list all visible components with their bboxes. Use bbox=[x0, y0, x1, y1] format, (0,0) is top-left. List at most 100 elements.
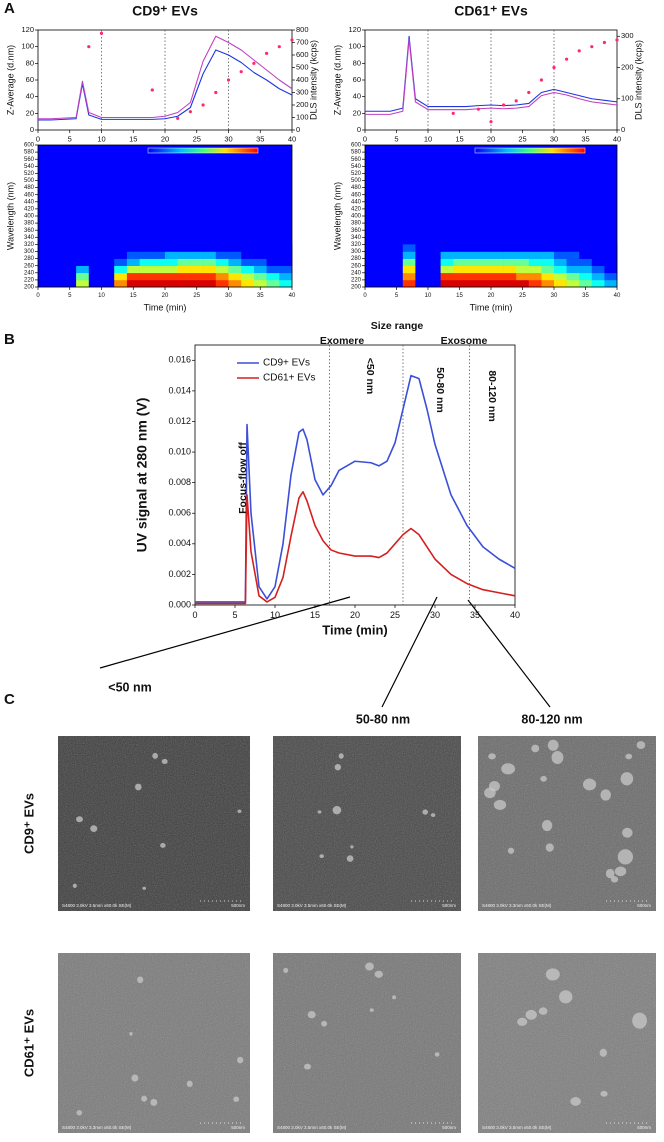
heatmap-cell bbox=[215, 265, 229, 274]
heatmap-cell bbox=[365, 244, 378, 252]
heatmap-cell bbox=[152, 272, 166, 281]
particle bbox=[547, 739, 559, 751]
heatmap-cell bbox=[279, 258, 293, 266]
y-tick-label: 460 bbox=[351, 192, 362, 198]
heatmap-cell bbox=[228, 258, 242, 266]
heatmap-cell bbox=[177, 251, 191, 259]
particle bbox=[319, 854, 325, 859]
particle bbox=[551, 750, 564, 765]
particle bbox=[540, 775, 547, 782]
heatmap-cell bbox=[253, 279, 267, 288]
x-tick-label: 0 bbox=[192, 610, 197, 620]
heatmap-cell bbox=[591, 265, 605, 274]
content: 0 5 10 15 20 25 30 35 40020406080100120010020030… bbox=[5, 3, 656, 1133]
image-caption: S4800 3.0kV 3.3mm x60.0k SE(M) bbox=[482, 903, 552, 908]
panel-label: A bbox=[4, 0, 15, 17]
x-tick-label: 10 bbox=[98, 293, 105, 299]
image-caption: S4800 3.0kV 3.5mm x60.0k SE(M) bbox=[277, 1125, 347, 1130]
heatmap-cell bbox=[516, 244, 530, 252]
y2-axis-title: DLS intensity (kcps) bbox=[308, 40, 318, 120]
heatmap-cell bbox=[139, 258, 153, 266]
y2-tick-label: 100 bbox=[621, 94, 634, 103]
heatmap-cell bbox=[279, 279, 293, 288]
heatmap-cell bbox=[503, 279, 517, 288]
data-line bbox=[365, 38, 618, 115]
heatmap-cell bbox=[390, 279, 404, 288]
x-axis-title: Time (min) bbox=[470, 302, 513, 312]
scale-label: 500nm bbox=[231, 903, 245, 908]
heatmap-cell bbox=[478, 258, 492, 266]
connector bbox=[99, 596, 351, 669]
heatmap-cell bbox=[126, 279, 140, 288]
heatmap-cell bbox=[566, 251, 580, 259]
y-tick-label: 20 bbox=[353, 108, 361, 117]
heatmap-cell bbox=[190, 258, 204, 266]
heatmap-cell bbox=[101, 258, 115, 266]
heatmap-cell bbox=[139, 279, 153, 288]
heatmap-cell bbox=[465, 251, 479, 259]
heatmap-cell bbox=[453, 272, 467, 281]
particle bbox=[365, 962, 374, 971]
x-tick-label: 25 bbox=[193, 134, 201, 143]
particle bbox=[137, 976, 144, 984]
particle bbox=[332, 806, 342, 815]
x-tick-label: 35 bbox=[581, 134, 589, 143]
heatmap-cell bbox=[453, 244, 467, 252]
scale-label: 500nm bbox=[231, 1125, 245, 1130]
heatmap-cell bbox=[88, 272, 102, 281]
y-axis-title: Wavelength (nm) bbox=[5, 182, 15, 250]
y-tick-label: 440 bbox=[24, 199, 35, 205]
particle bbox=[321, 1020, 328, 1027]
annotation: 80-120 nm bbox=[486, 370, 498, 421]
particle bbox=[620, 772, 634, 786]
chart-title: CD9⁺ EVs bbox=[132, 3, 198, 19]
heatmap-cell bbox=[402, 279, 416, 288]
heatmap-cell bbox=[554, 258, 567, 266]
x-tick-label: 35 bbox=[256, 134, 264, 143]
y-tick-label: 260 bbox=[351, 263, 362, 269]
panel-label: C bbox=[4, 691, 15, 708]
image-texture bbox=[58, 736, 250, 911]
image-texture bbox=[273, 953, 461, 1133]
y-tick-label: 240 bbox=[351, 270, 362, 276]
y-tick-label: 20 bbox=[26, 108, 34, 117]
particle bbox=[346, 855, 354, 862]
data-point bbox=[176, 116, 180, 120]
y-axis-title: Z-Average (d.nm) bbox=[5, 45, 15, 115]
scale-label: 500nm bbox=[442, 903, 456, 908]
heatmap-cell bbox=[203, 251, 217, 259]
heatmap-cell bbox=[591, 279, 605, 288]
heatmap-cell bbox=[390, 258, 404, 266]
heatmap-cell bbox=[465, 265, 479, 274]
image-caption: S4800 3.0kV 3.5mm x60.0k SE(M) bbox=[277, 903, 347, 908]
x-tick-label: 20 bbox=[162, 293, 169, 299]
x-tick-label: 40 bbox=[613, 134, 621, 143]
heatmap-cell bbox=[165, 258, 178, 266]
column-label: 80-120 nm bbox=[521, 712, 582, 726]
particle bbox=[317, 810, 322, 814]
heatmap-cell bbox=[377, 265, 391, 274]
chart: 0 5 10 15 20 25 30 35 40020406080100120010020030… bbox=[5, 3, 318, 144]
heatmap-cell bbox=[101, 272, 115, 281]
heatmap-cell bbox=[63, 244, 77, 252]
heatmap-cell bbox=[428, 279, 441, 288]
y-tick-label: 600 bbox=[351, 143, 362, 149]
heatmap-cell bbox=[377, 244, 391, 252]
heatmap-cell bbox=[604, 244, 618, 252]
heatmap-cell bbox=[38, 279, 51, 288]
annotation: Focus-flow off bbox=[237, 442, 249, 514]
x-tick-label: 5 bbox=[232, 610, 237, 620]
x-tick-label: 15 bbox=[129, 134, 137, 143]
heatmap-cell bbox=[88, 279, 102, 288]
heatmap-cell bbox=[152, 265, 166, 274]
x-tick-label: 5 bbox=[68, 134, 72, 143]
heatmap-cell bbox=[215, 279, 229, 288]
chart: 0 5 10 15 20 25 30 35 40 0.000 0.002 0.004 0.006 0.00… bbox=[134, 320, 520, 638]
heatmap-cell bbox=[266, 251, 280, 259]
chart-title: CD61⁺ EVs bbox=[454, 3, 528, 19]
row-label: CD61⁺ EVs bbox=[21, 1009, 36, 1077]
heatmap-cell bbox=[50, 258, 64, 266]
heatmap-cell bbox=[228, 251, 242, 259]
particle bbox=[559, 990, 573, 1004]
y-tick-label: 40 bbox=[353, 92, 361, 101]
